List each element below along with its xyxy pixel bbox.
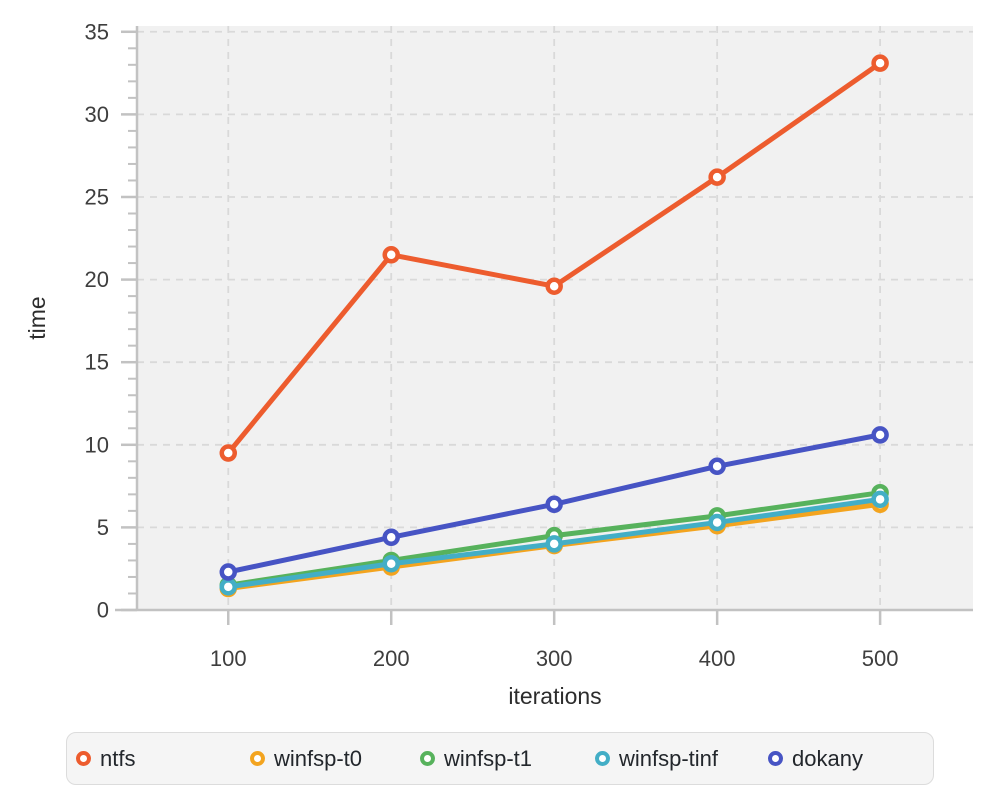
marker-dokany-100 (219, 563, 238, 581)
marker-ntfs-200 (382, 246, 400, 264)
x-tick-label: 500 (862, 646, 899, 671)
y-tick-label: 30 (85, 102, 109, 127)
tick-layer (121, 30, 882, 625)
axis-layer (115, 26, 973, 612)
legend-label: winfsp-t0 (274, 745, 363, 771)
marker-winfsp-tinf-200 (382, 554, 400, 573)
y-tick-label: 15 (85, 350, 109, 375)
y-axis-title: time (24, 296, 50, 339)
legend-item-dokany[interactable]: dokany (768, 733, 863, 784)
legend-marker-dokany-icon (768, 751, 783, 766)
marker-dokany-400 (708, 457, 726, 476)
y-tick-label: 35 (85, 19, 109, 44)
marker-ntfs-400 (708, 168, 726, 186)
legend-label: winfsp-tinf (619, 745, 719, 771)
y-tick-label: 5 (97, 515, 109, 540)
tick-label-layer: 0 5 10 15 20 25 30 35 100 200 300 400 500 (85, 19, 899, 671)
marker-winfsp-tinf-100 (219, 578, 238, 596)
legend-item-winfsp-t0[interactable]: winfsp-t0 (250, 733, 362, 784)
marker-dokany-300 (545, 495, 563, 514)
legend-marker-winfsp-tinf-icon (595, 751, 610, 766)
y-tick-label: 0 (97, 598, 109, 623)
marker-ntfs-100 (219, 444, 238, 462)
axis-title-layer: iterations time (24, 296, 602, 709)
marker-dokany-200 (382, 528, 400, 547)
marker-ntfs-300 (545, 277, 563, 295)
x-tick-label: 300 (536, 646, 573, 671)
legend-marker-ntfs-icon (76, 751, 91, 766)
marker-winfsp-tinf-300 (545, 535, 563, 553)
legend-item-ntfs[interactable]: ntfs (76, 733, 135, 784)
legend-marker-winfsp-t0-icon (250, 751, 265, 766)
marker-winfsp-tinf-500 (871, 490, 889, 509)
y-tick-label: 25 (85, 184, 109, 209)
marker-dokany-500 (871, 426, 889, 444)
series-layer (219, 54, 889, 598)
legend-label: dokany (792, 745, 863, 771)
x-axis-title: iterations (508, 683, 601, 709)
x-tick-label: 400 (699, 646, 736, 671)
y-tick-label: 20 (85, 267, 109, 292)
legend-item-winfsp-t1[interactable]: winfsp-t1 (420, 733, 532, 784)
x-tick-label: 200 (373, 646, 410, 671)
line-chart: 0 5 10 15 20 25 30 35 100 200 300 400 500 iterations… (24, 19, 973, 709)
legend-marker-winfsp-t1-icon (420, 751, 435, 766)
marker-ntfs-500 (871, 54, 889, 72)
marker-winfsp-tinf-400 (708, 513, 726, 532)
legend-label: winfsp-t1 (444, 745, 533, 771)
x-tick-label: 100 (210, 646, 247, 671)
legend-label: ntfs (100, 745, 136, 771)
legend: ntfs winfsp-t0 winfsp-t1 winfsp-tinf dokany (66, 732, 934, 785)
legend-item-winfsp-tinf[interactable]: winfsp-tinf (595, 733, 718, 784)
chart-canvas: 0 5 10 15 20 25 30 35 100 200 300 400 500 iterations… (24, 19, 973, 709)
y-tick-label: 10 (85, 432, 109, 457)
